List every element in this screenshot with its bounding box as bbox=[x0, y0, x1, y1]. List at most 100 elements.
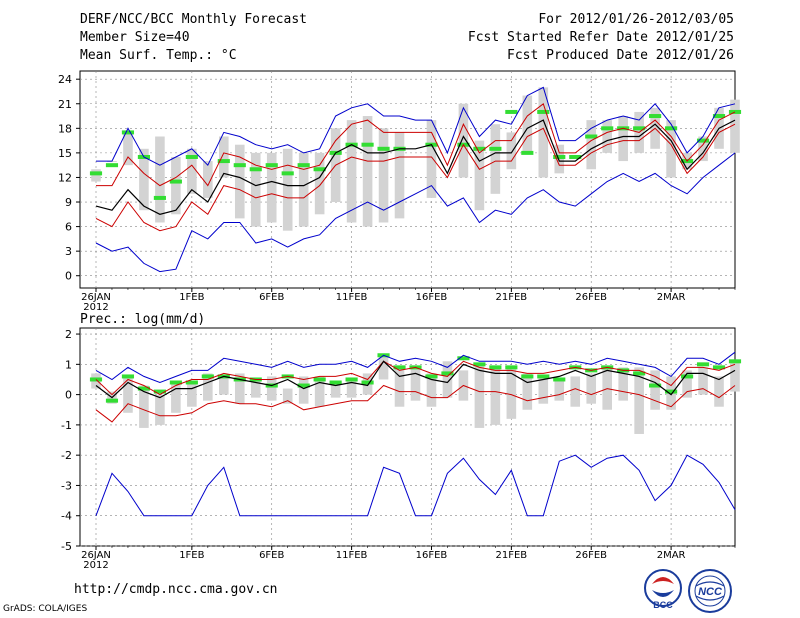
ensemble-marker bbox=[473, 362, 486, 367]
spread-bar bbox=[378, 128, 389, 223]
ensemble-marker bbox=[601, 126, 614, 131]
ensemble-marker bbox=[712, 114, 726, 119]
x-tick-label: 21FEB bbox=[496, 292, 528, 303]
x-tick-label: 11FEB bbox=[336, 550, 368, 561]
spread-bar bbox=[346, 120, 357, 223]
ensemble-marker bbox=[201, 374, 214, 379]
variable-title: Mean Surf. Temp.: °C bbox=[80, 48, 237, 63]
spread-bar bbox=[490, 367, 501, 425]
y-tick-label: -4 bbox=[61, 510, 72, 523]
x-tick-label: 16FEB bbox=[416, 292, 448, 303]
spread-bar bbox=[314, 152, 325, 215]
max-line bbox=[96, 86, 736, 167]
ensemble-marker bbox=[521, 374, 534, 379]
spread-bar bbox=[538, 376, 549, 404]
plot-frame bbox=[79, 327, 736, 547]
ensemble-marker bbox=[505, 365, 518, 370]
spread-bar bbox=[282, 388, 293, 404]
ensemble-marker bbox=[728, 359, 742, 364]
y-tick-label: -2 bbox=[61, 449, 72, 462]
spread-bar bbox=[458, 103, 469, 178]
ensemble-marker bbox=[105, 398, 119, 403]
ensemble-marker bbox=[377, 146, 390, 151]
spread-bar bbox=[155, 394, 165, 425]
ensemble-marker bbox=[649, 383, 662, 388]
spread-bar bbox=[506, 132, 517, 170]
spread-bar bbox=[490, 124, 501, 194]
lower-line bbox=[95, 123, 736, 232]
spread-bar bbox=[139, 148, 149, 211]
x-tick-label: 26JAN bbox=[81, 550, 111, 561]
y-tick-label: 2 bbox=[65, 328, 72, 341]
bcc-logo-text: BCC bbox=[653, 600, 673, 610]
spread-bar bbox=[602, 120, 612, 153]
ncc-logo: NCC bbox=[688, 569, 732, 613]
y-tick-label: 18 bbox=[58, 122, 72, 135]
ensemble-marker bbox=[249, 167, 262, 172]
source-url[interactable]: http://cmdp.ncc.cma.gov.cn bbox=[74, 582, 278, 597]
spread-bar bbox=[538, 87, 549, 178]
ncc-logo-text: NCC bbox=[698, 586, 723, 598]
spread-bar bbox=[410, 367, 421, 401]
ensemble-marker bbox=[153, 389, 166, 394]
x-tick-label: 21FEB bbox=[496, 550, 528, 561]
spread-bar bbox=[730, 99, 740, 153]
spread-bar bbox=[682, 370, 692, 398]
spread-bar bbox=[234, 373, 245, 404]
ensemble-marker bbox=[553, 154, 566, 159]
ensemble-marker bbox=[185, 380, 198, 385]
spread-bar bbox=[586, 120, 597, 170]
min-line bbox=[95, 152, 736, 273]
ensemble-marker bbox=[696, 362, 710, 367]
spread-bar bbox=[282, 148, 293, 231]
ensemble-marker bbox=[633, 371, 646, 376]
spread-bar bbox=[155, 136, 165, 223]
ensemble-marker bbox=[633, 126, 646, 131]
spread-bar bbox=[123, 132, 133, 166]
spread-bar bbox=[698, 367, 708, 395]
panel-title: Prec.: log(mm/d) bbox=[80, 312, 205, 327]
ensemble-marker bbox=[489, 146, 502, 151]
ensemble-marker bbox=[665, 389, 678, 394]
spread-bar bbox=[394, 367, 405, 407]
ensemble-marker bbox=[297, 383, 310, 388]
spread-bar bbox=[234, 144, 245, 219]
spread-bar bbox=[314, 376, 325, 407]
spread-bar bbox=[250, 152, 261, 227]
spread-bar bbox=[378, 355, 389, 380]
ensemble-marker bbox=[233, 163, 246, 168]
lower-line bbox=[95, 384, 736, 423]
x-tick-label: 2MAR bbox=[657, 550, 686, 561]
ensemble-marker bbox=[137, 386, 150, 391]
ensemble-marker bbox=[681, 374, 694, 379]
spread-bar bbox=[362, 116, 373, 227]
ensemble-marker bbox=[649, 114, 662, 119]
ensemble-marker bbox=[169, 179, 182, 184]
x-tick-label: 1FEB bbox=[179, 292, 204, 303]
ensemble-marker bbox=[329, 380, 342, 385]
spread-bar bbox=[171, 382, 181, 413]
y-tick-label: 15 bbox=[58, 147, 72, 160]
x-tick-label: 6FEB bbox=[259, 292, 284, 303]
spread-bar bbox=[203, 373, 213, 401]
spread-bar bbox=[91, 169, 101, 182]
spread-bar bbox=[442, 361, 453, 398]
spread-bar bbox=[554, 144, 565, 174]
x-tick-label: 11FEB bbox=[336, 292, 368, 303]
spread-bar bbox=[346, 379, 357, 398]
ensemble-marker bbox=[665, 126, 678, 131]
x-tick-label: 2MAR bbox=[657, 292, 686, 303]
spread-bar bbox=[219, 136, 229, 178]
x-tick-label: 6FEB bbox=[259, 550, 284, 561]
spread-bar bbox=[554, 379, 565, 401]
x-tick-label: 26FEB bbox=[575, 550, 607, 561]
max-line bbox=[95, 351, 736, 384]
x-tick-sublabel: 2012 bbox=[83, 560, 108, 571]
forecast-period: For 2012/01/26-2012/03/05 bbox=[538, 12, 734, 27]
grads-credit: GrADS: COLA/IGES bbox=[3, 604, 88, 614]
y-tick-label: 1 bbox=[65, 358, 72, 371]
ensemble-marker bbox=[313, 377, 326, 382]
y-tick-label: 0 bbox=[65, 270, 72, 283]
